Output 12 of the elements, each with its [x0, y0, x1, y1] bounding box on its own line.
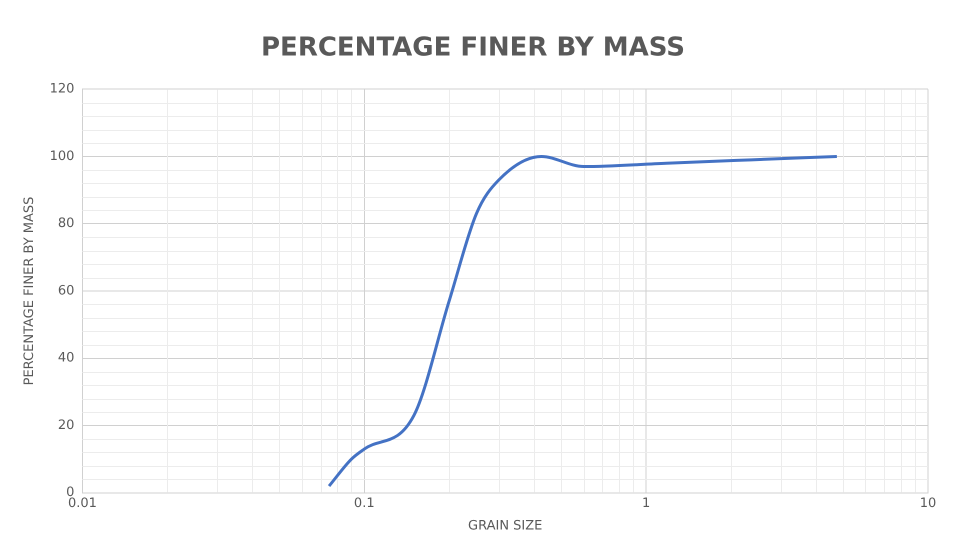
x-tick-label: 10 — [920, 496, 936, 511]
y-tick-label: 120 — [50, 82, 74, 97]
chart-title: PERCENTAGE FINER BY MASS — [260, 32, 686, 62]
y-axis-title: PERCENTAGE FINER BY MASS — [22, 196, 38, 386]
x-axis-title: GRAIN SIZE — [468, 518, 542, 534]
y-tick-label: 20 — [58, 418, 74, 433]
y-tick-label: 40 — [58, 350, 74, 366]
y-tick-label: 60 — [58, 283, 74, 298]
x-tick-label: 1 — [642, 496, 650, 511]
y-tick-label: 100 — [50, 148, 74, 164]
y-tick-label: 80 — [58, 216, 74, 232]
x-tick-label: 0.1 — [354, 496, 375, 511]
